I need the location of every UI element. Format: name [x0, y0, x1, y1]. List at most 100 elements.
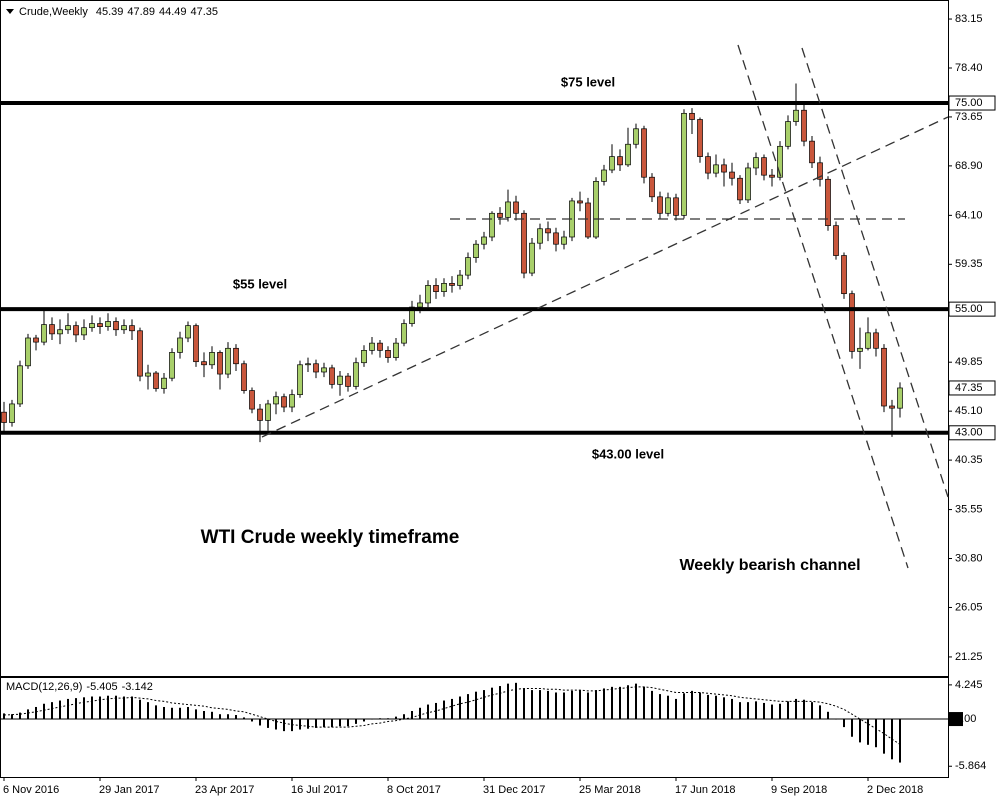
macd-bar [723, 697, 725, 720]
macd-bar [179, 707, 181, 720]
candle-body [257, 408, 263, 421]
macd-bar [27, 709, 29, 720]
candle-body [65, 325, 71, 331]
macd-bar [235, 715, 237, 720]
candle-body [345, 375, 351, 387]
macd-bar [899, 719, 901, 763]
open-readout: 45.39 [96, 6, 124, 18]
macd-bar [267, 719, 269, 728]
macd-bar [683, 693, 685, 720]
macd-bar [219, 714, 221, 720]
y-tick-label: 83.15 [955, 13, 983, 25]
candle-body [865, 332, 871, 349]
y-tick-label: 45.10 [955, 405, 983, 417]
y-tick-label: 30.80 [955, 552, 983, 564]
macd-bar [107, 695, 109, 720]
candle-body [265, 403, 271, 421]
y-tick-label: -5.864 [955, 760, 986, 772]
macd-bar [803, 699, 805, 720]
candle-body [745, 167, 751, 201]
macd-bar [427, 704, 429, 720]
candle-body [73, 325, 79, 336]
dropdown-icon[interactable] [6, 9, 14, 14]
y-tick-label: 0.00 [955, 713, 976, 725]
candle-body [737, 177, 743, 201]
candle-body [241, 363, 247, 391]
candle-body [553, 232, 559, 245]
y-tick-label: 73.65 [955, 111, 983, 123]
x-tick-label: 2 Dec 2018 [867, 784, 923, 796]
macd-bar [859, 719, 861, 743]
macd-bar [771, 704, 773, 720]
macd-bar [195, 709, 197, 720]
x-tick-label: 29 Jan 2017 [99, 784, 160, 796]
candle-body [713, 164, 719, 174]
level-label-box [948, 425, 996, 441]
macd-bar [579, 690, 581, 720]
macd-bar [203, 711, 205, 720]
level-label: 43.00 [955, 427, 983, 439]
macd-bar [171, 707, 173, 720]
candle-body [561, 236, 567, 245]
macd-bar [19, 712, 21, 720]
y-tick-label: 21.25 [955, 651, 983, 663]
macd-bar [883, 719, 885, 754]
candle-body [233, 347, 239, 365]
candle-body [337, 375, 343, 385]
candle-body [545, 228, 551, 234]
price-pane-frame [0, 0, 949, 677]
macd-bar [851, 719, 853, 737]
symbol: Crude,Weekly [19, 6, 88, 18]
macd-bar [275, 719, 277, 730]
macd-bar [419, 707, 421, 720]
candle-body [361, 350, 367, 364]
x-tick-label: 31 Dec 2017 [483, 784, 545, 796]
macd-bar [595, 690, 597, 720]
candle-body [1, 411, 7, 423]
candle-body [753, 157, 759, 169]
x-tick-label: 6 Nov 2016 [3, 784, 59, 796]
candle-body [89, 323, 95, 329]
candle-body [57, 329, 63, 335]
candle-body [97, 323, 103, 327]
candle-body [81, 327, 87, 336]
macd-bar [659, 694, 661, 720]
candle-body [121, 325, 127, 331]
candle-body [857, 347, 863, 352]
macd-bar [515, 682, 517, 720]
candle-body [465, 257, 471, 276]
macd-bar [747, 702, 749, 720]
candle-body [577, 200, 583, 204]
signal-line [3, 686, 901, 745]
candle-body [177, 337, 183, 353]
macd-bar [59, 700, 61, 720]
candle-body [353, 362, 359, 387]
macd-bar [571, 690, 573, 720]
macd-bar [475, 691, 477, 720]
y-tick-label: 59.35 [955, 258, 983, 270]
candle-body [217, 352, 223, 375]
macd-bar [35, 706, 37, 720]
y-tick-label: 64.10 [955, 209, 983, 221]
macd-bar [587, 692, 589, 720]
candle-body [825, 178, 831, 227]
macd-bar [147, 702, 149, 720]
macd-bar [731, 698, 733, 720]
low-readout: 44.49 [159, 6, 187, 18]
candle-body [377, 342, 383, 351]
macd-bar [227, 714, 229, 720]
channel-line-lower [737, 44, 909, 569]
macd-bar [251, 719, 253, 722]
macd-bar [555, 692, 557, 720]
macd-bar [443, 700, 445, 720]
macd-bar [371, 719, 373, 720]
candle-body [113, 321, 119, 331]
macd-bar [667, 695, 669, 720]
candle-body [49, 324, 55, 335]
candle-body [721, 164, 727, 173]
candle-body [9, 403, 15, 423]
macd-bar [547, 690, 549, 720]
macd-bar [635, 683, 637, 720]
candle-body [209, 352, 215, 366]
candle-body [697, 119, 703, 157]
